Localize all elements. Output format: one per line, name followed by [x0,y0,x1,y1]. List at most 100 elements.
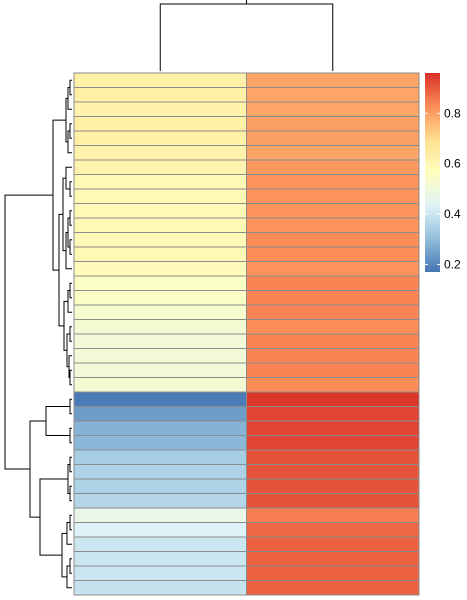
heatmap-cell-r11-c1 [73,217,247,233]
row-dendrogram-link [69,398,72,415]
heatmap-cell-r30-c1 [73,493,247,509]
row-dendrogram-link [69,326,72,342]
heatmap-cell-r28-c2 [246,464,420,480]
heatmap-cell-r17-c1 [73,304,247,320]
row-dendrogram-link [45,406,70,436]
heatmap-cell-r16-c1 [73,290,247,306]
row-dendrogram-link [69,369,72,386]
heatmap-cell-r2-c2 [246,87,420,103]
row-dendrogram-link [65,166,72,190]
heatmap-cell-r4-c1 [73,116,247,132]
heatmap-cell-r16-c2 [246,290,420,306]
heatmap-cell-r13-c2 [246,246,420,262]
row-dendrogram-link [69,485,72,502]
heatmap-cell-r12-c2 [246,232,420,248]
row-dendrogram-link [69,282,72,299]
row-dendrogram-link [69,181,72,197]
heatmap-cell-r22-c2 [246,377,420,393]
heatmap-cell-r20-c2 [246,348,420,364]
row-dendrogram [4,79,72,589]
heatmap-cells [73,72,420,596]
heatmap-cell-r26-c2 [246,435,420,451]
heatmap-cell-r2-c1 [73,87,247,103]
heatmap-cell-r3-c2 [246,101,420,117]
heatmap-cell-r7-c2 [246,159,420,175]
heatmap-cell-r1-c2 [246,72,420,88]
heatmap-cell-r31-c2 [246,507,420,523]
row-dendrogram-link [61,532,67,578]
heatmap-cell-r36-c2 [246,580,420,596]
heatmap-cell-r5-c1 [73,130,247,146]
row-dendrogram-link [69,79,72,96]
column-dendrogram-link [159,3,334,71]
heatmap-cell-r6-c2 [246,145,420,161]
heatmap-cell-r9-c2 [246,188,420,204]
row-dendrogram-link [29,420,46,518]
heatmap-cell-r27-c2 [246,449,420,465]
heatmap-cell-r15-c1 [73,275,247,291]
heatmap-cell-r28-c1 [73,464,247,480]
colorbar-tick-label: 0.2 [444,257,461,271]
heatmap-cell-r33-c1 [73,536,247,552]
heatmap-cell-r18-c2 [246,319,420,335]
heatmap-cell-r5-c2 [246,130,420,146]
heatmap-cell-r10-c2 [246,203,420,219]
heatmap-cell-r29-c2 [246,478,420,494]
heatmap-cell-r24-c1 [73,406,247,422]
heatmap-cell-r33-c2 [246,536,420,552]
heatmap-cell-r15-c2 [246,275,420,291]
heatmap-cell-r35-c2 [246,565,420,581]
heatmap-cell-r36-c1 [73,580,247,596]
heatmap-cell-r7-c1 [73,159,247,175]
heatmap-cell-r20-c1 [73,348,247,364]
heatmap-cell-r30-c2 [246,493,420,509]
row-dendrogram-link [65,232,72,270]
heatmap-cell-r17-c2 [246,304,420,320]
heatmap-cell-r23-c2 [246,391,420,407]
heatmap-cell-r4-c2 [246,116,420,132]
heatmap-cell-r1-c1 [73,72,247,88]
heatmap-cell-r32-c2 [246,522,420,538]
heatmap-cell-r8-c2 [246,174,420,190]
row-dendrogram-link [39,478,68,556]
heatmap-cell-r8-c1 [73,174,247,190]
heatmap-cell-r12-c1 [73,232,247,248]
heatmap-cell-r19-c2 [246,333,420,349]
heatmap-cell-r27-c1 [73,449,247,465]
row-dendrogram-link [69,210,72,226]
heatmap-cell-r9-c1 [73,188,247,204]
heatmap-cell-r25-c2 [246,420,420,436]
heatmap-cell-r14-c1 [73,261,247,277]
colorbar-gradient [425,73,440,272]
row-dendrogram-link [69,558,72,574]
column-dendrogram [159,0,334,71]
heatmap-cell-r34-c1 [73,551,247,567]
heatmap-cell-r23-c1 [73,391,247,407]
heatmap-cell-r6-c1 [73,145,247,161]
heatmap-cell-r29-c1 [73,478,247,494]
heatmap-cell-r22-c1 [73,377,247,393]
row-dendrogram-link [69,123,72,139]
heatmap-cell-r31-c1 [73,507,247,523]
heatmap-cell-r32-c1 [73,522,247,538]
row-dendrogram-link [4,194,53,470]
heatmap-cell-r10-c1 [73,203,247,219]
heatmap-cell-r13-c1 [73,246,247,262]
colorbar-legend: 0.2 0.4 0.6 0.8 [425,73,461,272]
heatmap-cell-r14-c2 [246,261,420,277]
heatmap-cell-r18-c1 [73,319,247,335]
heatmap-cell-r35-c1 [73,565,247,581]
heatmap-cell-r25-c1 [73,420,247,436]
row-dendrogram-link [69,514,72,531]
heatmap-cell-r34-c2 [246,551,420,567]
heatmap-cell-r24-c2 [246,406,420,422]
heatmap-cell-r11-c2 [246,217,420,233]
colorbar-tick-label: 0.4 [444,207,461,221]
heatmap-cell-r26-c1 [73,435,247,451]
row-dendrogram-link [69,427,72,444]
colorbar-tick-label: 0.8 [444,106,461,120]
row-dendrogram-link [69,456,72,473]
row-dendrogram-link [69,239,72,255]
heatmap-cell-r21-c2 [246,362,420,378]
